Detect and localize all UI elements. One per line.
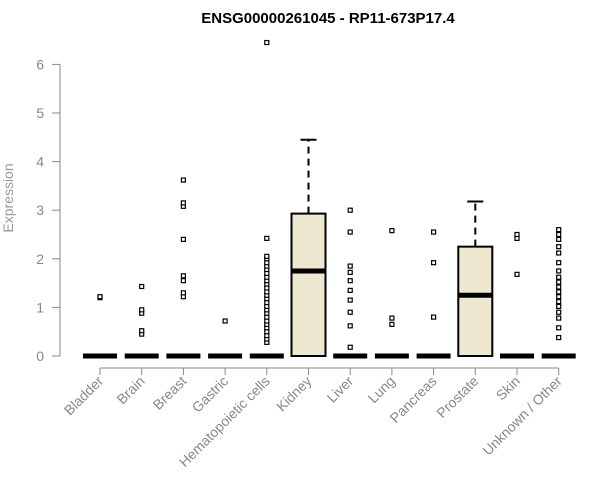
outlier-point xyxy=(556,298,562,305)
outlier-point xyxy=(180,278,186,284)
outlier-point xyxy=(556,260,562,266)
outlier-point xyxy=(556,274,562,280)
outlier-point xyxy=(347,287,353,293)
outlier-point xyxy=(97,294,103,300)
outlier-point xyxy=(139,307,145,313)
x-tick-label: Prostate xyxy=(433,373,481,421)
outlier-point xyxy=(264,39,270,46)
outlier-point xyxy=(556,268,562,274)
x-tick-label: Bladder xyxy=(61,373,107,419)
outlier-point xyxy=(556,325,562,331)
outlier-point xyxy=(556,244,562,250)
box-group xyxy=(374,228,409,359)
x-tick-label: Brain xyxy=(113,373,147,407)
outlier-point xyxy=(556,236,562,242)
outlier-point xyxy=(222,318,228,324)
outlier-point xyxy=(180,290,186,296)
y-axis-label: Expression xyxy=(0,163,16,232)
box-group xyxy=(416,229,451,359)
outlier-point xyxy=(431,314,437,320)
outlier-point xyxy=(389,315,395,321)
outlier-point xyxy=(264,253,270,259)
y-tick-label: 4 xyxy=(36,154,44,170)
box-group xyxy=(249,39,284,359)
y-tick-label: 2 xyxy=(36,251,44,267)
outlier-point xyxy=(347,309,353,315)
y-tick-label: 5 xyxy=(36,105,44,121)
outlier-point xyxy=(347,323,353,329)
box-group xyxy=(124,283,159,359)
chart-title: ENSG00000261045 - RP11-673P17.4 xyxy=(201,10,455,27)
outlier-point xyxy=(347,229,353,235)
outlier-point xyxy=(556,289,562,295)
outlier-point xyxy=(389,321,395,328)
x-tick-label: Liver xyxy=(324,373,357,406)
outlier-point xyxy=(514,271,520,277)
y-axis: 0 1 2 3 4 5 6 xyxy=(36,56,61,364)
outlier-point xyxy=(180,236,186,242)
outlier-point xyxy=(431,229,437,235)
box-group xyxy=(83,294,117,359)
outlier-point xyxy=(180,273,186,279)
box-group xyxy=(208,318,243,359)
y-tick-label: 1 xyxy=(36,299,44,315)
x-tick-label: Unknown / Other xyxy=(479,373,565,459)
x-tick-label: Kidney xyxy=(273,373,315,415)
outlier-point xyxy=(180,177,186,183)
box-group xyxy=(457,200,494,357)
outlier-point xyxy=(556,303,562,310)
outlier-point xyxy=(556,294,562,300)
outlier-point xyxy=(347,297,353,303)
boxes-layer xyxy=(83,39,576,359)
outlier-point xyxy=(556,250,562,256)
outlier-point xyxy=(556,309,562,315)
box xyxy=(290,212,327,357)
y-tick-label: 6 xyxy=(36,56,44,72)
box-group xyxy=(541,227,576,359)
outlier-point xyxy=(556,315,562,321)
y-tick-label: 0 xyxy=(36,348,44,364)
outlier-point xyxy=(347,269,353,276)
outlier-point xyxy=(347,263,353,269)
outlier-point xyxy=(347,344,353,350)
outlier-point xyxy=(556,284,562,290)
y-tick-label: 3 xyxy=(36,202,44,218)
outlier-point xyxy=(180,200,186,206)
outlier-point xyxy=(556,334,562,341)
box-group xyxy=(166,177,201,359)
outlier-point xyxy=(431,260,437,266)
x-tick-label: Skin xyxy=(493,373,524,404)
outlier-point xyxy=(139,283,145,290)
box-group xyxy=(500,231,534,359)
outlier-point xyxy=(347,207,353,213)
box xyxy=(457,245,494,357)
outlier-point xyxy=(389,228,395,234)
x-tick-label: Lung xyxy=(365,373,398,406)
outlier-point xyxy=(264,235,270,241)
outlier-point xyxy=(556,279,562,285)
outlier-point xyxy=(139,328,145,334)
outlier-point xyxy=(514,231,520,238)
outlier-point xyxy=(556,227,562,233)
x-tick-label: Breast xyxy=(150,373,190,413)
box-group xyxy=(333,207,368,359)
box-group xyxy=(290,138,327,357)
outlier-point xyxy=(347,278,353,284)
outlier-point xyxy=(556,231,562,238)
